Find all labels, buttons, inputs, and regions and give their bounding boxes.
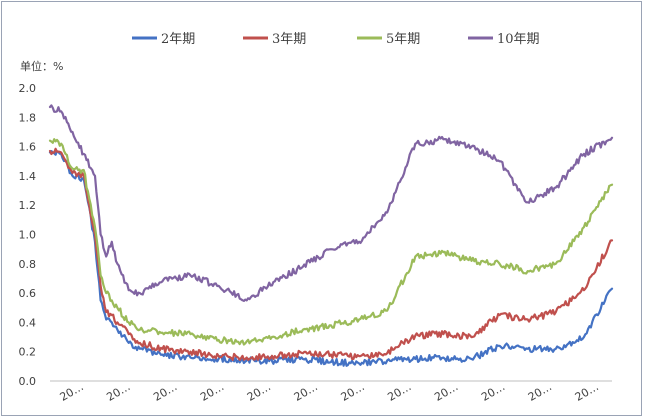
y-tick-label: 1.8 xyxy=(19,111,37,124)
series-line-4 xyxy=(48,104,614,302)
legend: 2年期 3年期 5年期 10年期 xyxy=(132,32,540,47)
series-line-2 xyxy=(48,147,614,362)
x-tick-label: 20… xyxy=(58,380,86,404)
y-tick-label: 0.4 xyxy=(19,316,37,329)
y-tick-label: 1.0 xyxy=(19,229,37,242)
x-tick-label: 20… xyxy=(104,380,132,404)
legend-label: 10年期 xyxy=(497,32,540,47)
y-tick-label: 1.2 xyxy=(19,199,37,212)
x-tick-label: 20… xyxy=(198,380,226,404)
y-tick-label: 0.8 xyxy=(19,258,37,271)
x-axis: 20… 20… 20… 20… 20… 20… 20… 20… 20… 20… 20… 20… xyxy=(50,380,612,404)
x-tick-label: 20… xyxy=(292,380,320,404)
x-tick-label: 20… xyxy=(385,380,413,404)
x-tick-label: 20… xyxy=(339,380,367,404)
legend-label: 2年期 xyxy=(161,32,195,47)
legend-label: 5年期 xyxy=(386,32,420,47)
x-tick-label: 20… xyxy=(526,380,554,404)
series-line-3 xyxy=(48,138,614,346)
y-tick-label: 0.2 xyxy=(19,346,37,359)
unit-label: 单位：% xyxy=(20,59,63,73)
x-tick-label: 20… xyxy=(151,380,179,404)
y-tick-label: 1.6 xyxy=(19,141,37,154)
x-tick-label: 20… xyxy=(573,380,601,404)
y-tick-label: 1.4 xyxy=(19,170,37,183)
x-tick-label: 20… xyxy=(432,380,460,404)
y-tick-label: 2.0 xyxy=(19,82,37,95)
y-tick-label: 0.0 xyxy=(19,375,37,388)
legend-label: 3年期 xyxy=(272,32,306,47)
x-tick-label: 20… xyxy=(245,380,273,404)
y-axis: 0.0 0.2 0.4 0.6 0.8 1.0 1.2 1.4 1.6 1.8 2.0 xyxy=(19,82,37,388)
y-tick-label: 0.6 xyxy=(19,287,37,300)
x-tick-label: 20… xyxy=(479,380,507,404)
series-line-1 xyxy=(48,150,614,367)
series-group xyxy=(48,104,614,367)
